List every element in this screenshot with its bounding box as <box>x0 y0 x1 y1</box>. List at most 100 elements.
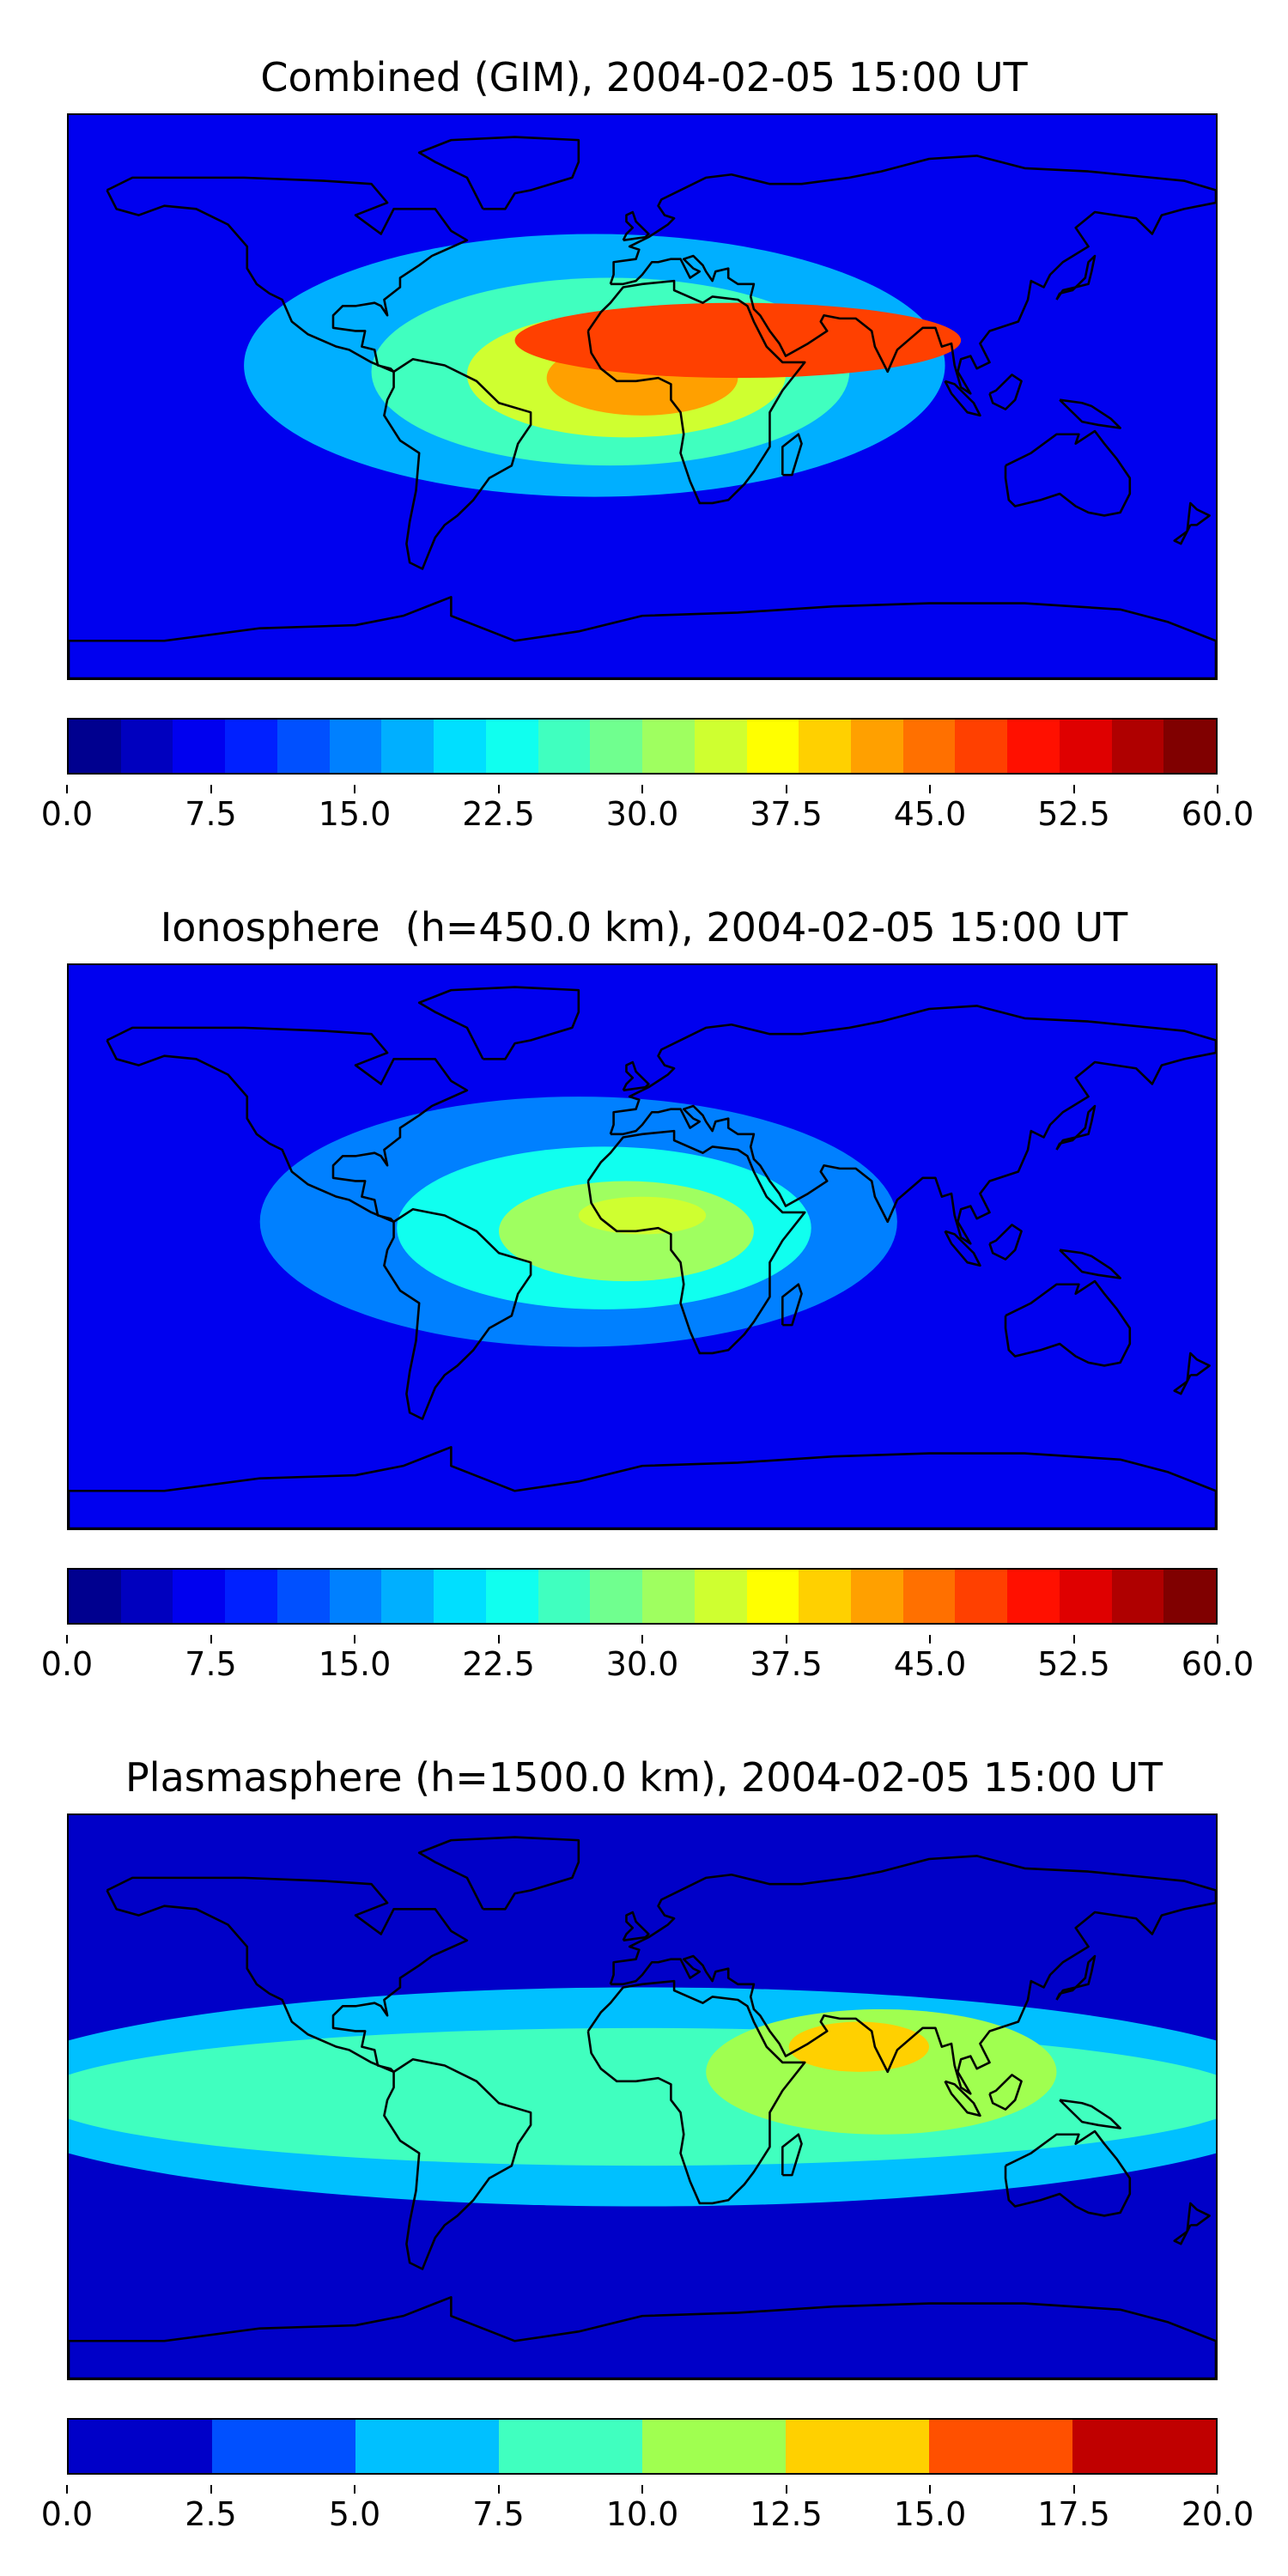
colorbar-tick-label: 45.0 <box>893 795 967 833</box>
colorbar-segment <box>590 720 643 773</box>
colorbar-segment <box>1072 2420 1216 2473</box>
coastline-14 <box>1173 2202 1211 2245</box>
coastline-2 <box>383 357 532 570</box>
colorbar-segment <box>746 1570 799 1623</box>
colorbar-segment <box>434 1570 486 1623</box>
colorbar-tick-label: 52.5 <box>1037 1645 1110 1683</box>
colorbar-tick-label: 45.0 <box>893 1645 967 1683</box>
colorbar-tick-label: 30.0 <box>605 795 679 833</box>
colorbar-tick-label: 20.0 <box>1181 2495 1255 2533</box>
colorbar-segment <box>1059 1570 1112 1623</box>
colorbar-tick-mark <box>1217 2485 1218 2494</box>
colorbar-segment <box>434 720 486 773</box>
colorbar-tick-label: 22.5 <box>462 795 535 833</box>
colorbar-segment <box>1059 720 1112 773</box>
coastline-8 <box>417 136 580 210</box>
colorbar-segment <box>929 2420 1072 2473</box>
colorbar-tick-label: 15.0 <box>893 2495 967 2533</box>
colorbar-combined <box>67 718 1218 775</box>
colorbar-segment <box>173 720 226 773</box>
coastline-5 <box>1004 2129 1132 2217</box>
colorbar-segment <box>69 2420 212 2473</box>
colorbar-tick-mark <box>354 2485 355 2494</box>
coastline-12 <box>1059 398 1121 429</box>
colorbar-tick-label: 37.5 <box>750 795 823 833</box>
coastline-8 <box>417 1836 580 1911</box>
colorbar-ionosphere <box>67 1568 1218 1625</box>
coastline-7 <box>622 1060 650 1092</box>
coastline-2 <box>383 1207 532 1420</box>
colorbar-segment <box>694 720 747 773</box>
heatmap-plot-combined <box>69 115 1216 678</box>
colorbar-tick-mark <box>641 1635 643 1643</box>
colorbar-tick-mark <box>354 1635 355 1643</box>
colorbar-tick-label: 52.5 <box>1037 795 1110 833</box>
chart-title-ionosphere: Ionosphere (h=450.0 km), 2004-02-05 15:0… <box>160 904 1128 951</box>
colorbar-segment <box>1163 720 1217 773</box>
colorbar-tick-label: 2.5 <box>185 2495 237 2533</box>
colorbar-segment <box>225 1570 277 1623</box>
colorbar-segment <box>381 720 434 773</box>
colorbar-tick-mark <box>66 2485 68 2494</box>
coastline-13 <box>781 2133 803 2177</box>
colorbar-tick-label: 7.5 <box>185 1645 237 1683</box>
colorbar-tick-mark <box>785 2485 787 2494</box>
colorbar-ticks-plasmasphere: 0.0 2.5 5.0 7.5 10.0 12.5 15.0 17.5 20.0 <box>41 2485 1254 2547</box>
coastline-2 <box>383 2057 532 2270</box>
coastline-13 <box>781 433 803 477</box>
colorbar-segment <box>1007 720 1060 773</box>
colorbar-tick-mark <box>66 1635 68 1643</box>
colorbar-tick-label: 0.0 <box>40 2495 94 2533</box>
colorbar-tick-mark <box>1217 1635 1218 1643</box>
colorbar-segment <box>786 2420 929 2473</box>
coastline-4 <box>609 155 1216 395</box>
colorbar-tick-mark <box>1217 785 1218 793</box>
colorbar-tick-mark <box>641 2485 643 2494</box>
colorbar-tick-label: 12.5 <box>750 2495 823 2533</box>
coastline-3 <box>586 279 806 505</box>
colorbar-segment <box>538 1570 591 1623</box>
chart-title-combined: Combined (GIM), 2004-02-05 15:00 UT <box>260 54 1028 100</box>
coastline-4 <box>609 1855 1216 2095</box>
coastline-1 <box>106 1026 469 1224</box>
chart-title-plasmasphere: Plasmasphere (h=1500.0 km), 2004-02-05 1… <box>125 1754 1163 1801</box>
coastline-5 <box>1004 429 1132 517</box>
coastline-12 <box>1059 2099 1121 2129</box>
colorbar-tick-mark <box>210 2485 212 2494</box>
colorbar-segment <box>902 720 956 773</box>
colorbar-segment <box>173 1570 226 1623</box>
colorbar-segment <box>355 2420 499 2473</box>
colorbar-segment <box>955 720 1008 773</box>
colorbar-tick-label: 17.5 <box>1037 2495 1110 2533</box>
colorbar-tick-label: 7.5 <box>472 2495 525 2533</box>
colorbar-tick-label: 60.0 <box>1181 1645 1255 1683</box>
coastline-11 <box>988 374 1023 410</box>
colorbar-segment <box>1163 1570 1217 1623</box>
colorbar-tick-mark <box>929 2485 931 2494</box>
coastline-10 <box>944 1230 981 1267</box>
colorbar-segment <box>276 720 330 773</box>
coastline-9 <box>1055 1954 1097 2001</box>
coastline-14 <box>1173 1352 1211 1395</box>
colorbar-segment <box>955 1570 1008 1623</box>
colorbar-tick-label: 5.0 <box>328 2495 381 2533</box>
coastline-10 <box>944 380 981 417</box>
colorbar-segment <box>799 720 852 773</box>
heatmap-plot-plasmasphere <box>69 1815 1216 2379</box>
colorbar-tick-label: 60.0 <box>1181 795 1255 833</box>
colorbar-ticks-combined: 0.0 7.5 15.0 22.5 30.0 37.5 45.0 52.5 60.0 <box>41 785 1254 847</box>
coastline-4 <box>609 1005 1216 1245</box>
colorbar-segment <box>276 1570 330 1623</box>
colorbar-segment <box>1007 1570 1060 1623</box>
map-plasmasphere <box>67 1814 1218 2380</box>
colorbar-tick-label: 15.0 <box>318 795 392 833</box>
coastline-7 <box>622 1911 650 1942</box>
map-combined <box>67 113 1218 680</box>
heatmap-plot-ionosphere <box>69 965 1216 1528</box>
coastline-3 <box>586 1979 806 2205</box>
coastline-5 <box>1004 1279 1132 1367</box>
coastline-1 <box>106 176 469 374</box>
coastline-6 <box>69 1445 1216 1528</box>
colorbar-tick-mark <box>1072 1635 1075 1643</box>
coastline-13 <box>781 1283 803 1327</box>
